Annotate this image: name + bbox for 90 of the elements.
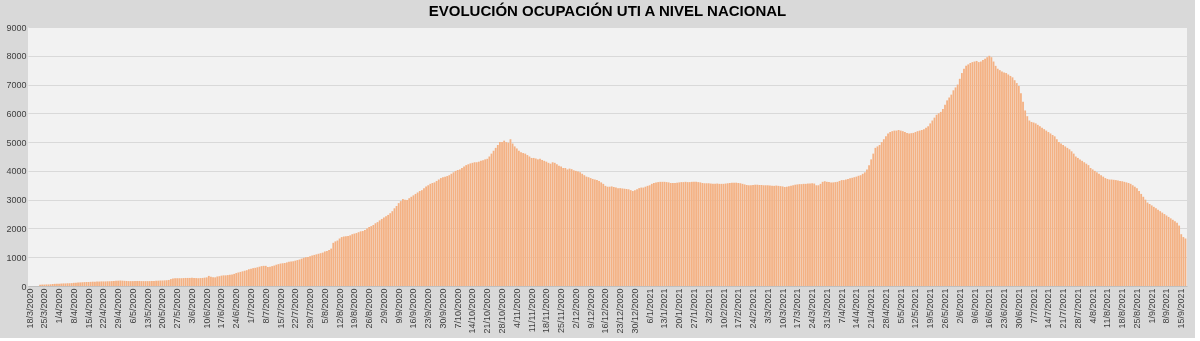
x-tick-label: 15/7/2020 — [275, 288, 286, 329]
x-tick-label: 26/8/2020 — [364, 288, 375, 329]
x-tick-label: 16/6/2021 — [984, 288, 995, 329]
y-tick-label: 4000 — [6, 166, 27, 177]
x-tick-label: 21/7/2021 — [1058, 288, 1069, 329]
x-tick-label: 31/3/2021 — [821, 288, 832, 329]
x-tick-label: 21/10/2020 — [482, 288, 493, 334]
x-tick-label: 4/8/2021 — [1087, 288, 1098, 324]
x-tick-label: 14/4/2021 — [851, 288, 862, 329]
x-tick-label: 25/3/2020 — [39, 288, 50, 329]
y-tick-label: 7000 — [6, 80, 27, 91]
x-tick-label: 18/3/2020 — [24, 288, 35, 329]
x-tick-label: 12/5/2021 — [910, 288, 921, 329]
x-tick-label: 16/9/2020 — [408, 288, 419, 329]
x-tick-label: 11/8/2021 — [1102, 288, 1113, 328]
x-tick-label: 8/4/2020 — [68, 288, 79, 324]
x-tick-label: 9/12/2020 — [585, 288, 596, 329]
x-tick-label: 15/4/2020 — [83, 288, 94, 329]
x-tick-label: 18/11/2020 — [541, 288, 552, 333]
x-tick-label: 2/9/2020 — [378, 288, 389, 324]
x-tick-label: 13/5/2020 — [142, 288, 153, 329]
x-tick-label: 6/1/2021 — [644, 288, 655, 324]
x-tick-label: 17/3/2021 — [792, 288, 803, 329]
x-tick-label: 3/2/2021 — [703, 288, 714, 324]
x-tick-label: 8/7/2020 — [260, 288, 271, 324]
x-tick-label: 29/7/2020 — [305, 288, 316, 329]
x-tick-label: 10/6/2020 — [201, 288, 212, 329]
x-tick-label: 12/8/2020 — [334, 288, 345, 329]
x-tick-label: 13/1/2021 — [659, 288, 670, 329]
y-tick-label: 9000 — [6, 22, 27, 33]
y-tick-label: 8000 — [6, 51, 27, 62]
x-tick-label: 25/11/2020 — [556, 288, 567, 333]
x-tick-label: 10/3/2021 — [777, 288, 788, 329]
x-tick-label: 11/11/2020 — [526, 288, 537, 333]
x-tick-label: 1/9/2021 — [1146, 288, 1157, 324]
x-tick-label: 6/5/2020 — [127, 288, 138, 324]
x-tick-label: 16/12/2020 — [600, 288, 611, 334]
x-tick-label: 30/12/2020 — [629, 288, 640, 334]
y-tick-label: 5000 — [6, 137, 27, 148]
x-tick-label: 20/1/2021 — [674, 288, 685, 329]
x-tick-label: 20/5/2020 — [157, 288, 168, 329]
y-tick-label: 2000 — [6, 223, 27, 234]
x-tick-label: 24/3/2021 — [807, 288, 818, 329]
x-tick-label: 1/4/2020 — [54, 288, 65, 324]
x-tick-label: 4/11/2020 — [511, 288, 522, 328]
x-tick-label: 9/6/2021 — [969, 288, 980, 324]
x-tick-label: 8/9/2021 — [1161, 288, 1172, 324]
x-tick-label: 5/8/2020 — [319, 288, 330, 324]
x-tick-label: 9/9/2020 — [393, 288, 404, 324]
x-tick-label: 23/12/2020 — [615, 288, 626, 334]
x-tick-label: 14/10/2020 — [467, 288, 478, 334]
x-tick-label: 23/6/2021 — [999, 288, 1010, 329]
x-tick-label: 28/7/2021 — [1072, 288, 1083, 329]
x-tick-label: 30/9/2020 — [437, 288, 448, 329]
x-tick-label: 27/5/2020 — [172, 288, 183, 329]
x-tick-label: 24/2/2021 — [748, 288, 759, 329]
x-tick-label: 22/4/2020 — [98, 288, 109, 329]
x-tick-label: 19/8/2020 — [349, 288, 360, 329]
x-tick-label: 28/4/2021 — [880, 288, 891, 329]
x-tick-label: 17/2/2021 — [733, 288, 744, 329]
x-tick-label: 21/4/2021 — [866, 288, 877, 329]
x-tick-label: 25/8/2021 — [1131, 288, 1142, 329]
x-tick-label: 5/5/2021 — [895, 288, 906, 324]
x-tick-label: 19/5/2021 — [925, 288, 936, 329]
y-tick-label: 0 — [21, 281, 27, 292]
x-tick-label: 1/7/2020 — [246, 288, 257, 324]
x-tick-label: 27/1/2021 — [688, 288, 699, 329]
x-tick-label: 18/8/2021 — [1117, 288, 1128, 329]
x-tick-label: 7/4/2021 — [836, 288, 847, 324]
x-tick-label: 2/6/2021 — [954, 288, 965, 324]
x-tick-label: 10/2/2021 — [718, 288, 729, 329]
x-tick-label: 30/6/2021 — [1013, 288, 1024, 329]
x-tick-label: 23/9/2020 — [423, 288, 434, 329]
y-tick-label: 3000 — [6, 195, 27, 206]
x-tick-label: 2/12/2020 — [570, 288, 581, 329]
y-tick-label: 1000 — [6, 252, 27, 263]
x-tick-label: 29/4/2020 — [113, 288, 124, 329]
x-tick-label: 14/7/2021 — [1043, 288, 1054, 329]
x-tick-label: 26/5/2021 — [940, 288, 950, 329]
x-tick-label: 22/7/2020 — [290, 288, 301, 329]
x-tick-label: 24/6/2020 — [231, 288, 242, 329]
chart-title: EVOLUCIÓN OCUPACIÓN UTI A NIVEL NACIONAL — [428, 2, 787, 19]
x-tick-label: 7/7/2021 — [1028, 288, 1039, 324]
x-tick-label: 3/6/2020 — [186, 288, 197, 324]
x-tick-label: 17/6/2020 — [216, 288, 227, 329]
y-tick-label: 6000 — [6, 108, 27, 119]
x-tick-label: 7/10/2020 — [452, 288, 463, 329]
x-tick-label: 28/10/2020 — [497, 288, 508, 334]
x-tick-label: 15/9/2021 — [1176, 288, 1187, 329]
x-tick-label: 3/3/2021 — [762, 288, 773, 324]
